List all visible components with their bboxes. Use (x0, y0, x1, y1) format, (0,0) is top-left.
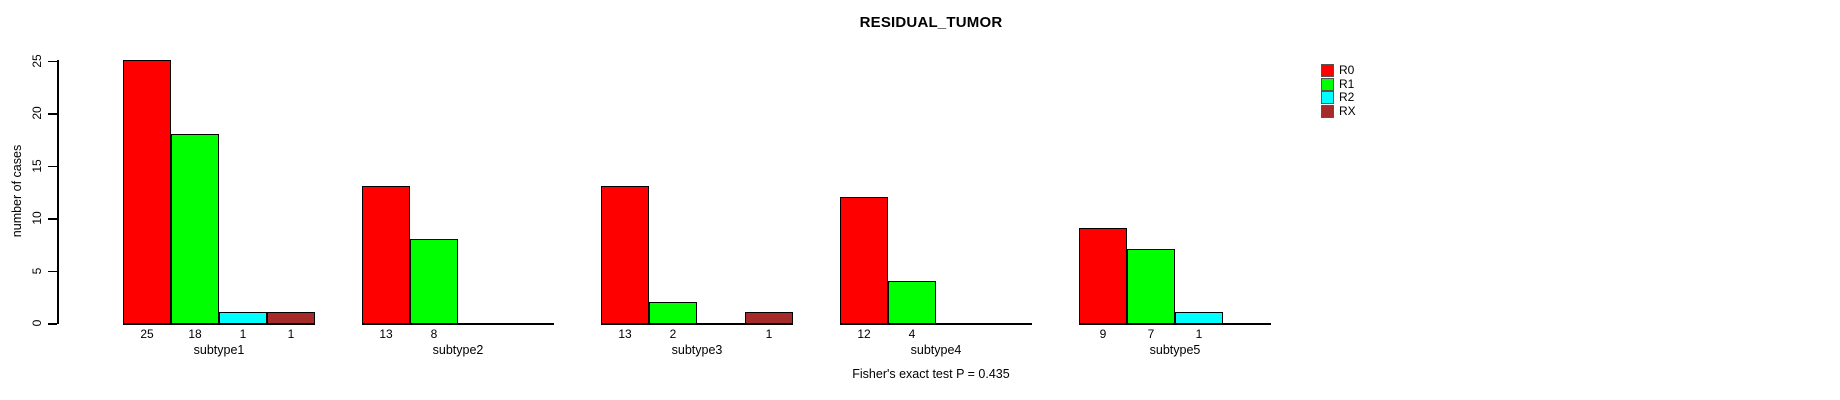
y-axis-title: number of cases (10, 144, 24, 238)
legend-swatch-r1 (1321, 77, 1334, 91)
chart-title: RESIDUAL_TUMOR (859, 14, 1003, 31)
category-label-subtype4: subtype4 (910, 343, 962, 357)
bar-r1-subtype4 (888, 281, 936, 324)
bar-r1-subtype2 (410, 239, 458, 324)
bar-value-label: 13 (379, 327, 393, 341)
legend-row-r2: R2 (1321, 91, 1356, 105)
bar-value-label: 7 (1147, 327, 1155, 341)
y-axis-tick (48, 165, 57, 167)
category-label-subtype5: subtype5 (1149, 343, 1201, 357)
bar-value-label: 9 (1099, 327, 1107, 341)
y-axis-tick-label: 15 (30, 158, 44, 173)
legend-label-r0: R0 (1339, 63, 1355, 78)
y-axis-tick (48, 270, 57, 272)
category-label-subtype1: subtype1 (193, 343, 245, 357)
bar-r0-subtype4 (840, 197, 888, 324)
legend-swatch-r2 (1321, 91, 1334, 105)
legend-swatch-rx (1321, 105, 1334, 119)
y-axis-tick-label: 0 (30, 319, 44, 327)
legend-row-rx: RX (1321, 105, 1356, 119)
y-axis-tick-label: 5 (30, 267, 44, 274)
bar-rx-subtype1 (267, 312, 315, 324)
y-axis-tick (48, 323, 57, 325)
y-axis-tick (48, 60, 57, 62)
bar-value-label: 8 (430, 327, 438, 341)
bar-value-label: 25 (140, 327, 154, 341)
legend-row-r1: R1 (1321, 76, 1356, 92)
bar-r2-subtype1 (219, 312, 267, 324)
bar-value-label: 1 (239, 327, 247, 341)
bar-value-label: 1 (765, 327, 773, 341)
y-axis-tick (48, 218, 57, 220)
bar-r0-subtype2 (362, 186, 410, 324)
bar-r0-subtype5 (1079, 228, 1127, 324)
bar-r1-subtype5 (1127, 249, 1175, 324)
bar-rx-subtype3 (745, 312, 793, 324)
bar-r2-subtype5 (1175, 312, 1223, 324)
category-label-subtype2: subtype2 (432, 343, 484, 357)
bar-r0-subtype3 (601, 186, 649, 324)
legend-label-rx: RX (1339, 104, 1356, 119)
bar-value-label: 2 (669, 327, 677, 341)
legend: R0 R1 R2 RX (1321, 64, 1356, 119)
y-axis-tick (48, 113, 57, 115)
bar-value-label: 12 (857, 327, 871, 341)
legend-label-r1: R1 (1339, 76, 1355, 91)
legend-swatch-r0 (1321, 64, 1334, 78)
legend-label-r2: R2 (1339, 90, 1355, 105)
bar-value-label: 4 (908, 327, 916, 341)
category-label-subtype3: subtype3 (671, 343, 723, 357)
bar-r1-subtype3 (649, 302, 697, 324)
y-axis-tick-label: 25 (30, 53, 44, 68)
y-axis-line (57, 60, 59, 324)
bar-value-label: 13 (618, 327, 632, 341)
y-axis-tick-label: 20 (30, 106, 44, 120)
group-baseline (601, 323, 793, 325)
bar-r1-subtype1 (171, 134, 219, 324)
bar-value-label: 18 (188, 327, 202, 341)
bar-value-label: 1 (1195, 327, 1203, 341)
bar-r0-subtype1 (123, 60, 171, 324)
group-baseline (840, 323, 1032, 325)
y-axis-tick-label: 10 (30, 211, 44, 225)
fisher-test-annotation: Fisher's exact test P = 0.435 (852, 367, 1010, 381)
bar-value-label: 1 (287, 327, 295, 341)
group-baseline (362, 323, 554, 325)
legend-row-r0: R0 (1321, 64, 1356, 78)
